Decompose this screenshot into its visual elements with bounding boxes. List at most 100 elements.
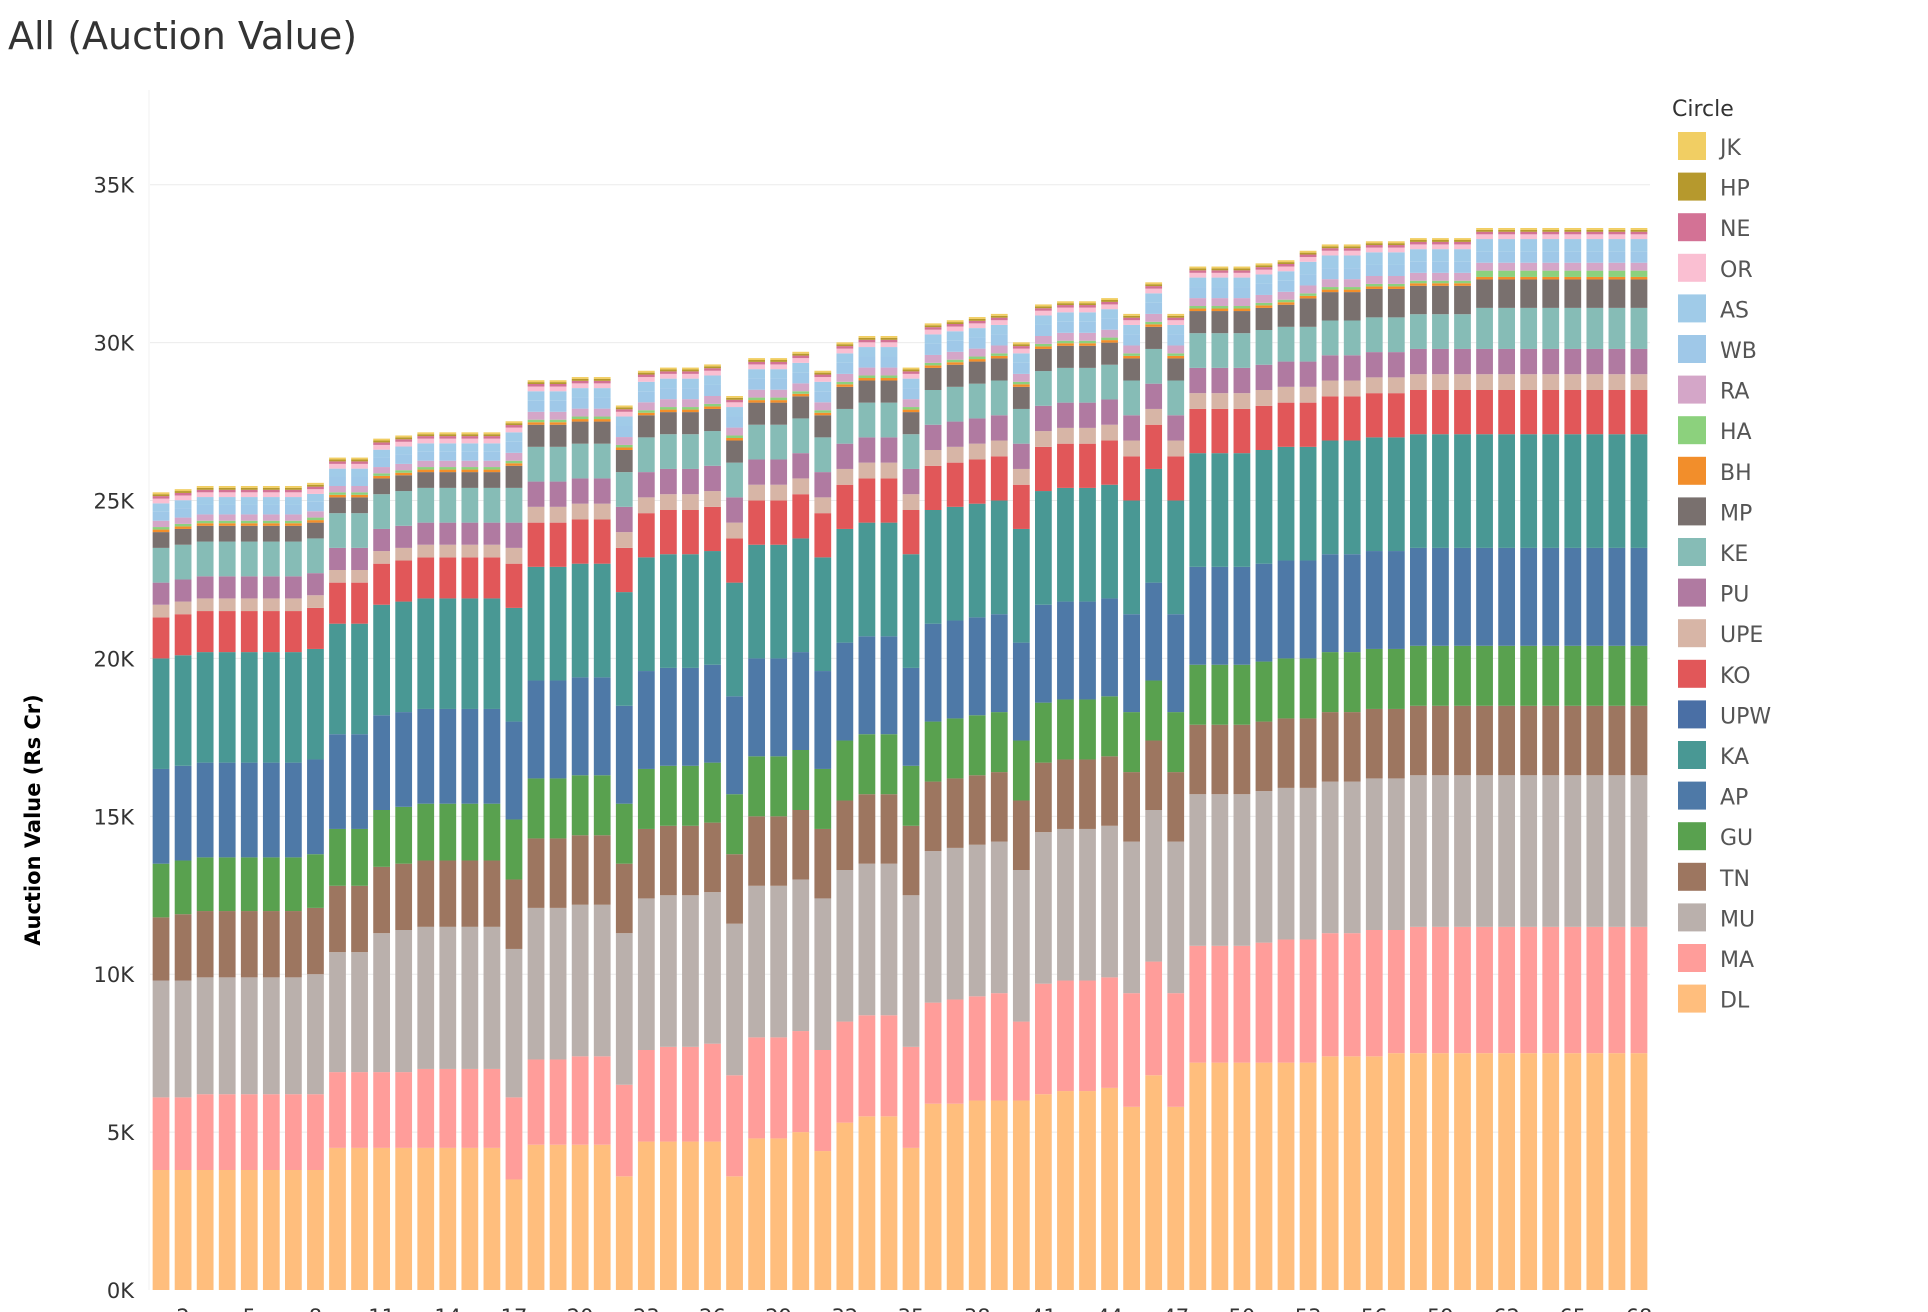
bar-segment-ka[interactable]	[1189, 453, 1207, 567]
bar-segment-ma[interactable]	[1277, 939, 1295, 1063]
bar-segment-jk[interactable]	[1101, 298, 1118, 300]
bar-segment-wb[interactable]	[1321, 268, 1339, 280]
bar-segment-upe[interactable]	[549, 506, 567, 523]
bar-segment-bh[interactable]	[196, 523, 214, 526]
bar-segment-jk[interactable]	[1012, 342, 1030, 345]
bar-segment-jk[interactable]	[968, 317, 986, 319]
bar-segment-upe[interactable]	[439, 544, 457, 558]
bar-segment-or[interactable]	[461, 438, 479, 444]
bar-segment-mp[interactable]	[748, 402, 765, 425]
bar-segment-or[interactable]	[1387, 247, 1405, 253]
bar-segment-gu[interactable]	[1035, 702, 1052, 763]
bar-segment-mu[interactable]	[1277, 787, 1295, 940]
bar-segment-or[interactable]	[1277, 266, 1295, 272]
bar-segment-mp[interactable]	[1101, 342, 1118, 365]
bar-segment-ma[interactable]	[880, 1015, 898, 1117]
bar-segment-ma[interactable]	[726, 1075, 743, 1177]
bar-segment-mu[interactable]	[1299, 787, 1317, 940]
bar-segment-ka[interactable]	[373, 604, 390, 716]
bar-segment-ra[interactable]	[1498, 262, 1515, 271]
legend-label-ne[interactable]: NE	[1720, 217, 1750, 242]
bar-segment-bh[interactable]	[1343, 289, 1361, 293]
bar-segment-ma[interactable]	[1387, 930, 1405, 1054]
bar-segment-upe[interactable]	[1454, 374, 1471, 390]
bar-segment-ra[interactable]	[351, 486, 368, 493]
bar-segment-gu[interactable]	[836, 740, 854, 801]
bar-segment-hp[interactable]	[1498, 229, 1515, 232]
bar-segment-ko[interactable]	[1343, 396, 1361, 441]
bar-segment-jk[interactable]	[990, 313, 1008, 316]
bar-segment-hp[interactable]	[351, 459, 368, 462]
bar-segment-ma[interactable]	[483, 1068, 501, 1148]
bar-segment-ha[interactable]	[1035, 343, 1052, 347]
bar-segment-ra[interactable]	[285, 514, 302, 521]
bar-segment-ke[interactable]	[615, 472, 633, 507]
bar-segment-ap[interactable]	[682, 667, 699, 766]
bar-segment-ap[interactable]	[968, 617, 986, 716]
bar-segment-as[interactable]	[792, 362, 810, 373]
bar-segment-pu[interactable]	[792, 453, 810, 479]
bar-segment-ap[interactable]	[329, 734, 346, 829]
bar-segment-upe[interactable]	[637, 497, 655, 514]
bar-segment-ra[interactable]	[307, 511, 324, 518]
bar-segment-hp[interactable]	[1343, 246, 1361, 249]
bar-segment-ke[interactable]	[549, 446, 567, 482]
bar-segment-ha[interactable]	[1630, 270, 1648, 277]
bar-segment-ap[interactable]	[1630, 547, 1648, 646]
bar-segment-ha[interactable]	[196, 520, 214, 524]
bar-segment-as[interactable]	[615, 416, 633, 426]
bar-segment-as[interactable]	[1145, 293, 1163, 303]
bar-segment-bh[interactable]	[968, 359, 986, 362]
bar-segment-upe[interactable]	[395, 547, 413, 561]
bar-segment-ka[interactable]	[1542, 434, 1560, 548]
bar-segment-ra[interactable]	[660, 399, 677, 408]
bar-segment-jk[interactable]	[439, 432, 457, 435]
bar-segment-hp[interactable]	[329, 459, 346, 462]
bar-segment-or[interactable]	[637, 377, 655, 382]
bar-segment-as[interactable]	[726, 407, 743, 417]
bar-segment-ma[interactable]	[1454, 926, 1471, 1054]
bar-segment-ha[interactable]	[527, 419, 545, 423]
bar-segment-gu[interactable]	[1012, 740, 1030, 801]
bar-segment-ap[interactable]	[571, 677, 589, 776]
bar-segment-mp[interactable]	[1586, 279, 1604, 308]
bar-segment-mu[interactable]	[1630, 775, 1648, 927]
bar-segment-bh[interactable]	[770, 400, 788, 403]
bar-segment-ha[interactable]	[1211, 306, 1229, 309]
bar-segment-ra[interactable]	[1432, 272, 1449, 281]
bar-segment-pu[interactable]	[704, 465, 721, 492]
bar-segment-hp[interactable]	[748, 360, 765, 362]
bar-segment-ne[interactable]	[615, 409, 633, 412]
bar-segment-ha[interactable]	[1564, 270, 1582, 277]
bar-segment-as[interactable]	[990, 324, 1008, 335]
bar-segment-wb[interactable]	[1101, 318, 1118, 330]
bar-segment-gu[interactable]	[1233, 664, 1251, 725]
bar-segment-ko[interactable]	[1432, 390, 1449, 435]
bar-segment-jk[interactable]	[240, 486, 258, 488]
bar-segment-as[interactable]	[571, 388, 589, 398]
bar-segment-pu[interactable]	[1233, 367, 1251, 394]
bar-segment-gu[interactable]	[1432, 645, 1449, 706]
bar-segment-ra[interactable]	[1101, 329, 1118, 338]
bar-segment-tn[interactable]	[1498, 705, 1515, 776]
bar-segment-gu[interactable]	[902, 765, 920, 826]
bar-segment-ap[interactable]	[880, 636, 898, 735]
bar-segment-pu[interactable]	[262, 576, 280, 599]
bar-segment-ha[interactable]	[704, 403, 721, 407]
bar-segment-dl[interactable]	[660, 1141, 677, 1290]
bar-segment-ha[interactable]	[1454, 280, 1471, 284]
legend-swatch-ka[interactable]	[1678, 741, 1706, 769]
bar-segment-ha[interactable]	[1365, 283, 1383, 287]
bar-segment-ha[interactable]	[1123, 353, 1140, 356]
bar-segment-pu[interactable]	[483, 522, 501, 545]
bar-segment-ma[interactable]	[1189, 945, 1207, 1063]
bar-segment-dl[interactable]	[1101, 1087, 1118, 1290]
bar-segment-ap[interactable]	[1586, 547, 1604, 646]
bar-segment-ke[interactable]	[1387, 317, 1405, 353]
legend-label-upe[interactable]: UPE	[1720, 623, 1763, 648]
bar-segment-mp[interactable]	[593, 421, 611, 444]
bar-segment-ra[interactable]	[1012, 373, 1030, 382]
bar-segment-ke[interactable]	[1542, 307, 1560, 349]
bar-segment-bh[interactable]	[329, 494, 346, 498]
bar-segment-ap[interactable]	[1101, 598, 1118, 697]
